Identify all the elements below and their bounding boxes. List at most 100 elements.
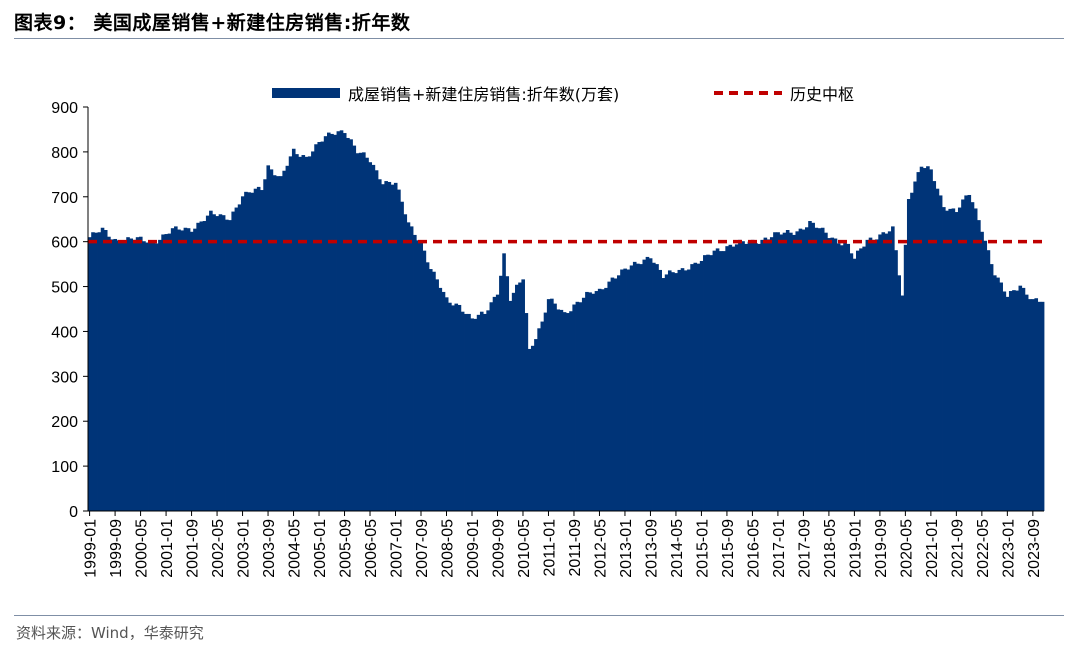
bar <box>374 170 379 512</box>
bar <box>342 133 347 512</box>
bar <box>460 311 465 511</box>
bar <box>132 239 137 511</box>
bar <box>645 256 650 511</box>
bar <box>215 216 220 511</box>
bar <box>734 244 739 512</box>
bar <box>174 226 178 511</box>
bar <box>779 234 784 512</box>
x-tick-label: 2016-05 <box>745 519 762 578</box>
bar <box>527 348 532 511</box>
bar <box>827 238 831 511</box>
bar <box>97 232 102 512</box>
bar <box>894 250 898 511</box>
bar <box>422 250 427 511</box>
bar <box>559 309 564 511</box>
bar <box>808 221 812 511</box>
x-tick-label: 2013-01 <box>618 519 635 578</box>
x-tick-label: 2023-09 <box>1026 519 1043 578</box>
bar <box>604 287 608 511</box>
bar <box>983 240 988 511</box>
bar <box>616 275 621 511</box>
bar <box>572 304 576 511</box>
bar <box>476 314 481 511</box>
bar <box>840 245 844 511</box>
bar <box>817 228 822 511</box>
bar <box>212 214 216 511</box>
bar <box>581 297 586 511</box>
bar <box>499 275 503 511</box>
bar <box>546 299 551 511</box>
bar <box>948 208 952 511</box>
bar <box>247 192 251 512</box>
bar <box>231 211 235 511</box>
bar <box>272 175 277 512</box>
bar <box>887 231 892 511</box>
bar <box>151 242 156 511</box>
bar <box>725 246 729 511</box>
bar <box>1040 301 1045 511</box>
bar <box>833 238 838 511</box>
x-tick-label: 2009-01 <box>465 519 482 578</box>
x-tick-label: 2015-01 <box>694 519 711 578</box>
bar <box>183 227 188 511</box>
bar <box>760 239 764 511</box>
x-tick-label: 2015-09 <box>720 519 737 578</box>
bar <box>352 145 357 511</box>
bar <box>154 243 159 511</box>
x-tick-label: 2017-01 <box>771 519 788 578</box>
x-tick-label: 2018-05 <box>822 519 839 578</box>
x-tick-label: 2010-05 <box>516 519 533 578</box>
bar <box>926 166 930 511</box>
bar <box>875 239 879 512</box>
bar <box>515 284 519 511</box>
bar <box>518 282 522 511</box>
bar <box>291 148 296 511</box>
bar <box>849 253 854 511</box>
bar <box>263 179 267 511</box>
bar <box>266 165 271 512</box>
bar <box>1034 298 1039 511</box>
x-tick-label: 2008-05 <box>440 519 457 578</box>
x-tick-label: 2014-05 <box>669 519 686 578</box>
bar <box>304 156 309 511</box>
bar <box>642 259 647 511</box>
bar <box>333 134 337 511</box>
bar <box>1008 291 1013 511</box>
x-tick-label: 2000-05 <box>134 519 151 578</box>
bar <box>473 318 478 511</box>
bar <box>470 318 474 511</box>
bar <box>298 156 302 511</box>
bar <box>553 303 557 511</box>
bar <box>349 139 353 511</box>
bar <box>479 311 484 511</box>
bar <box>1002 291 1007 511</box>
bar <box>314 144 318 511</box>
bar <box>377 179 382 511</box>
bar <box>588 292 592 511</box>
bar <box>652 262 656 511</box>
bar <box>703 255 707 511</box>
y-tick-label: 500 <box>51 280 78 297</box>
bar <box>935 188 940 511</box>
y-tick-label: 800 <box>51 145 78 162</box>
bar <box>900 295 905 511</box>
bar <box>221 215 226 511</box>
y-tick-label: 400 <box>51 324 78 341</box>
bar <box>295 154 299 511</box>
bar <box>620 269 624 511</box>
bar <box>754 243 758 511</box>
bar <box>881 232 886 512</box>
bar <box>680 268 685 511</box>
bar <box>403 214 408 511</box>
x-tick-label: 2005-01 <box>312 519 329 578</box>
bar <box>107 236 111 512</box>
x-tick-label: 2004-05 <box>287 519 304 578</box>
bar <box>126 237 130 511</box>
bar <box>110 239 114 512</box>
x-axis: 1999-01 1999-09 2000-05 2001-01 2001-09 2002-… <box>83 510 1044 578</box>
bar <box>244 191 248 511</box>
bar <box>1012 290 1016 511</box>
bar <box>846 243 851 511</box>
x-tick-label: 1999-01 <box>83 519 100 578</box>
chart-legend: 成屋销售+新建住房销售:折年数(万套) 历史中枢 <box>272 85 854 104</box>
